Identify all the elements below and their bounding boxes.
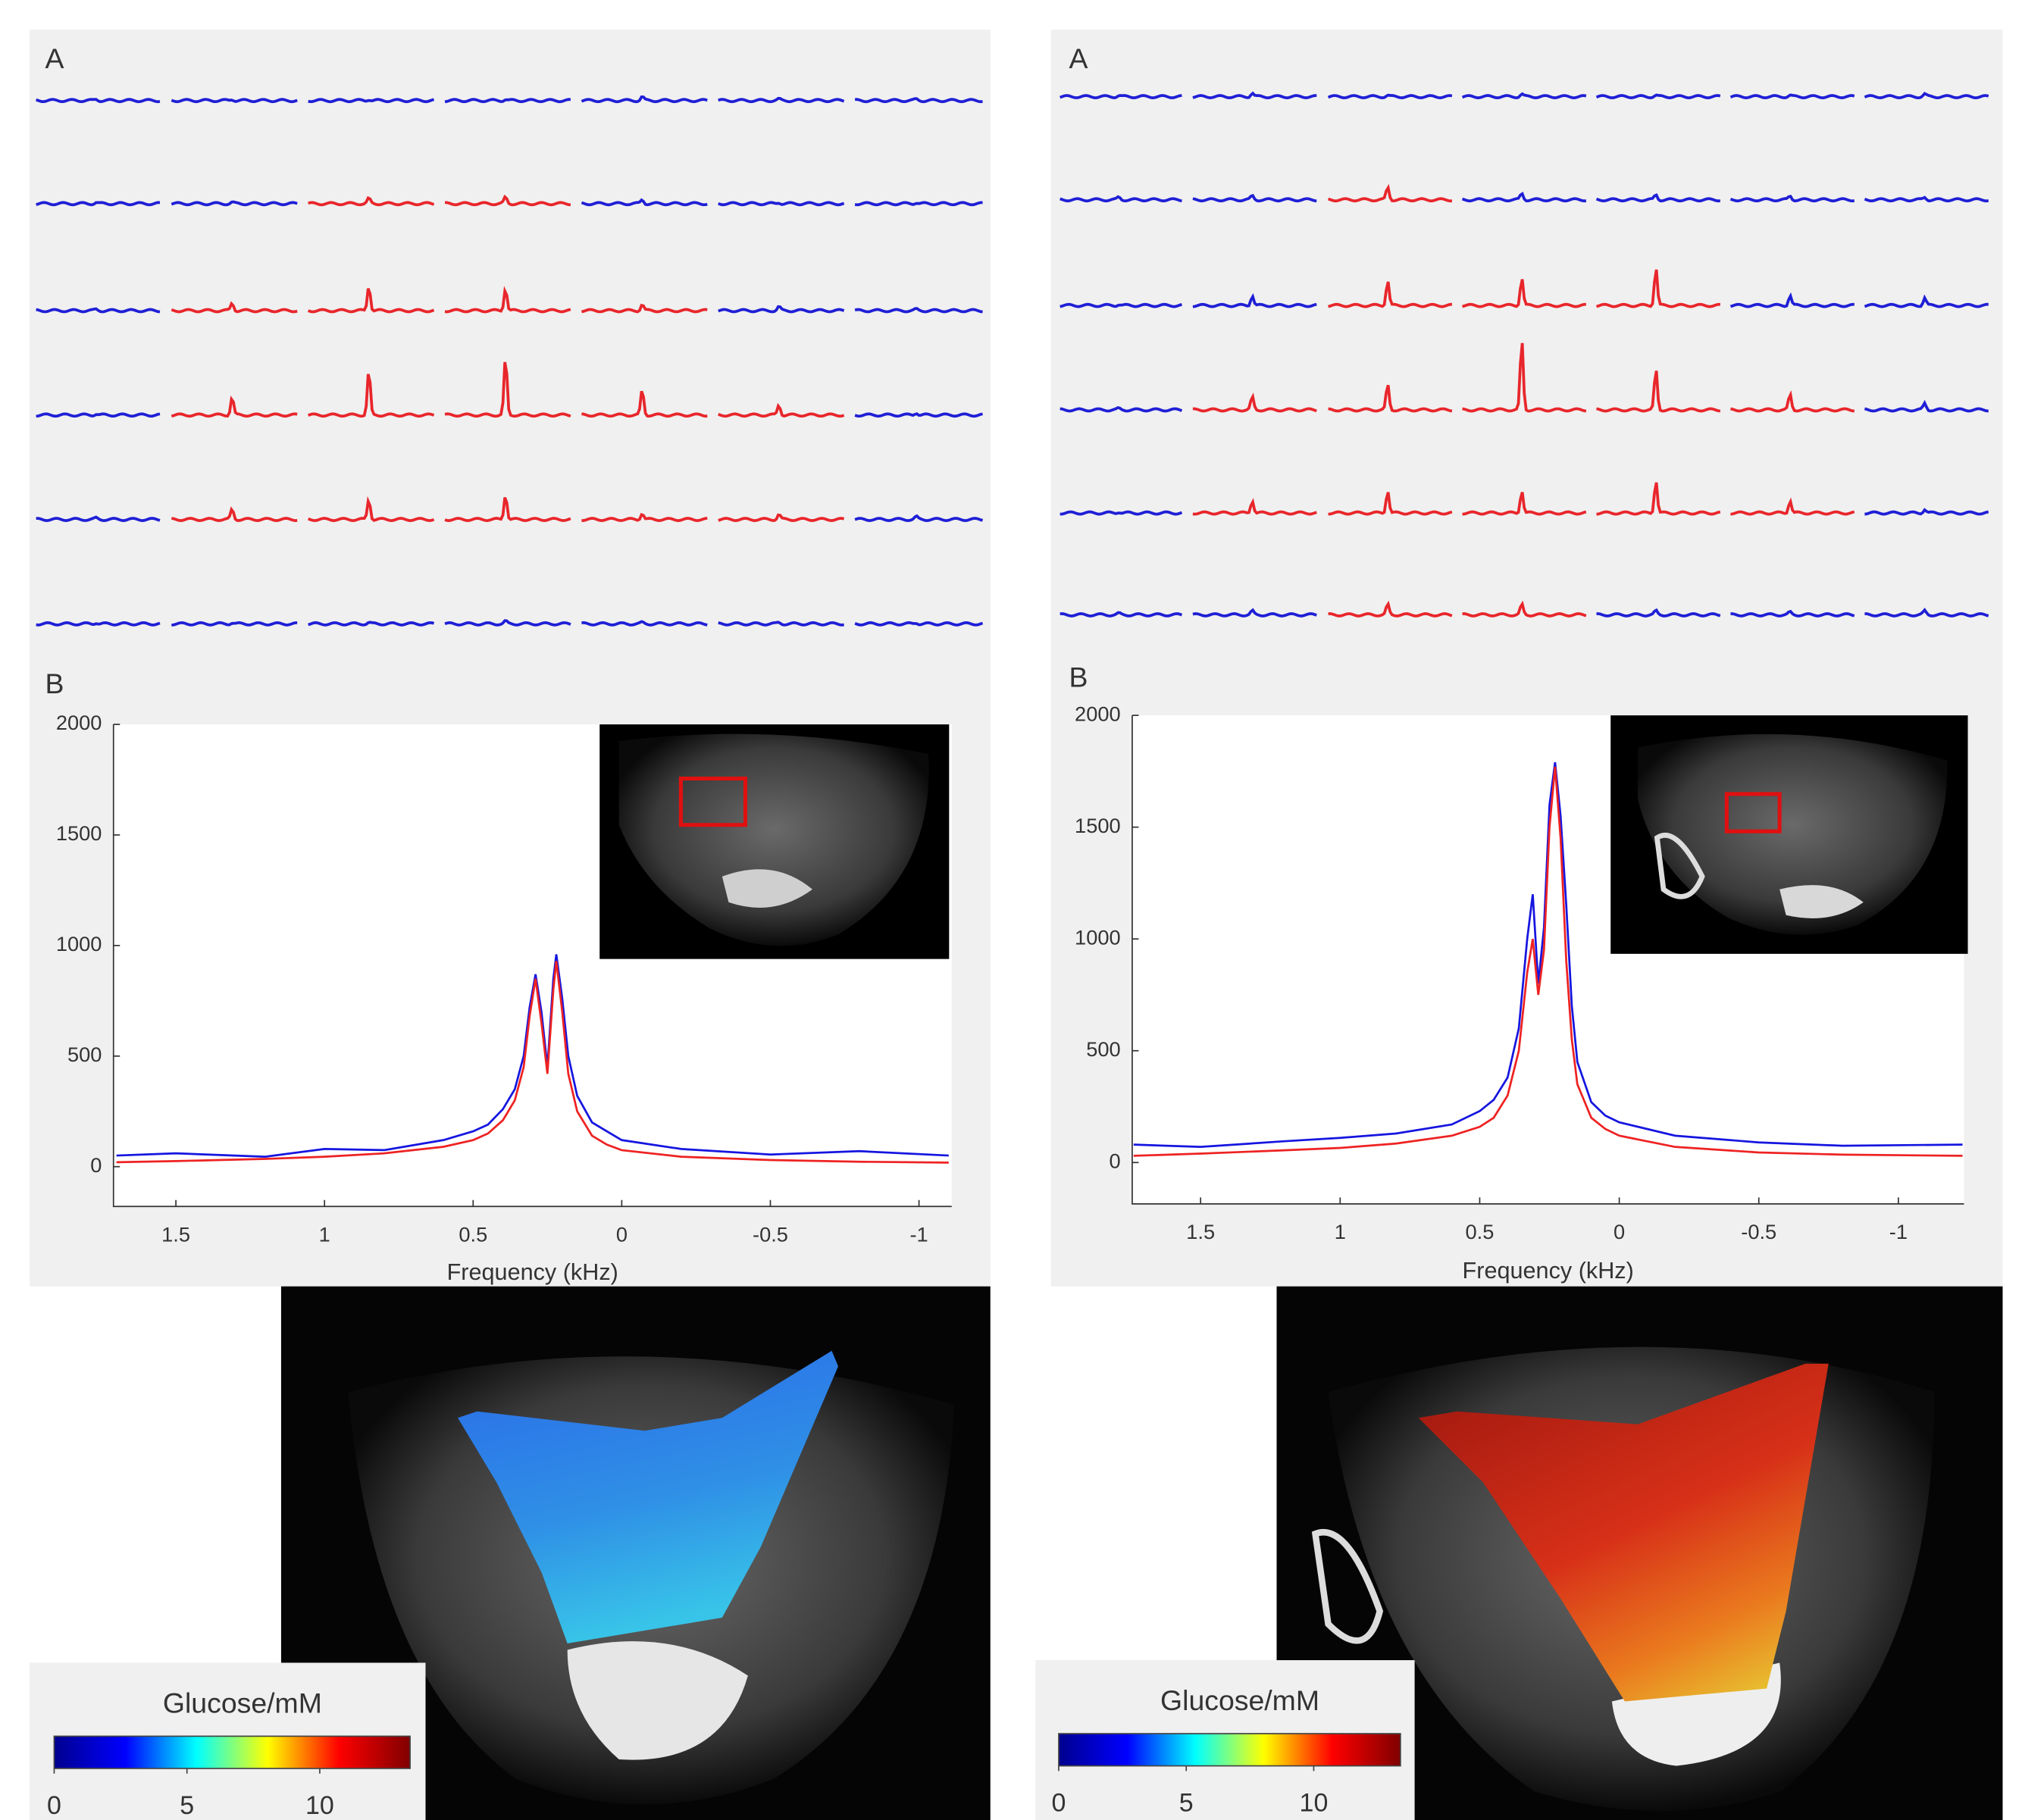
inset-image — [1610, 715, 1967, 954]
panel-label: A — [45, 42, 64, 74]
colorbar — [1059, 1734, 1401, 1766]
y-tick-label: 1500 — [56, 821, 102, 845]
x-tick-label: 0.5 — [459, 1223, 487, 1246]
y-tick-label: 0 — [1109, 1149, 1120, 1172]
y-tick-label: 2000 — [56, 711, 102, 734]
y-tick-label: 500 — [1086, 1037, 1120, 1061]
colorbar-title: Glucose/mM — [1160, 1684, 1319, 1716]
y-tick-label: 500 — [67, 1043, 102, 1066]
colorbar-tick-label: 5 — [180, 1791, 194, 1820]
colorbar-title: Glucose/mM — [163, 1687, 322, 1718]
x-tick-label: 1 — [319, 1223, 330, 1246]
y-tick-label: 2000 — [1075, 702, 1121, 725]
colorbar-tick-label: 5 — [1179, 1789, 1194, 1818]
voxel-spectrum — [171, 99, 297, 102]
x-axis-label: Frequency (kHz) — [447, 1259, 618, 1285]
colorbar-tick-label: 10 — [305, 1791, 334, 1820]
colorbar — [54, 1736, 410, 1768]
x-axis-label: Frequency (kHz) — [1463, 1258, 1634, 1284]
colorbar-tick-label: 10 — [1300, 1789, 1329, 1818]
colorbar-tick-label: 0 — [1051, 1789, 1066, 1818]
x-tick-label: 1.5 — [161, 1223, 190, 1246]
x-tick-label: 0 — [616, 1223, 628, 1246]
panel-label: A — [1069, 42, 1088, 74]
x-tick-label: -0.5 — [753, 1223, 788, 1246]
colorbar-tick-label: 0 — [47, 1791, 61, 1820]
x-tick-label: -1 — [909, 1223, 928, 1246]
panel-label: B — [45, 668, 64, 699]
y-tick-label: 1000 — [56, 932, 102, 955]
inset-image — [599, 724, 949, 959]
y-tick-label: 1000 — [1075, 925, 1121, 949]
panel-label: B — [1069, 661, 1088, 693]
y-tick-label: 0 — [90, 1153, 102, 1177]
x-tick-label: -0.5 — [1741, 1220, 1776, 1243]
x-tick-label: 1 — [1335, 1220, 1346, 1243]
y-tick-label: 1500 — [1075, 814, 1121, 837]
x-tick-label: 0 — [1614, 1220, 1625, 1243]
x-tick-label: 1.5 — [1186, 1220, 1215, 1243]
x-tick-label: 0.5 — [1466, 1220, 1495, 1243]
voxel-spectrum — [718, 202, 844, 205]
x-tick-label: -1 — [1889, 1220, 1908, 1243]
